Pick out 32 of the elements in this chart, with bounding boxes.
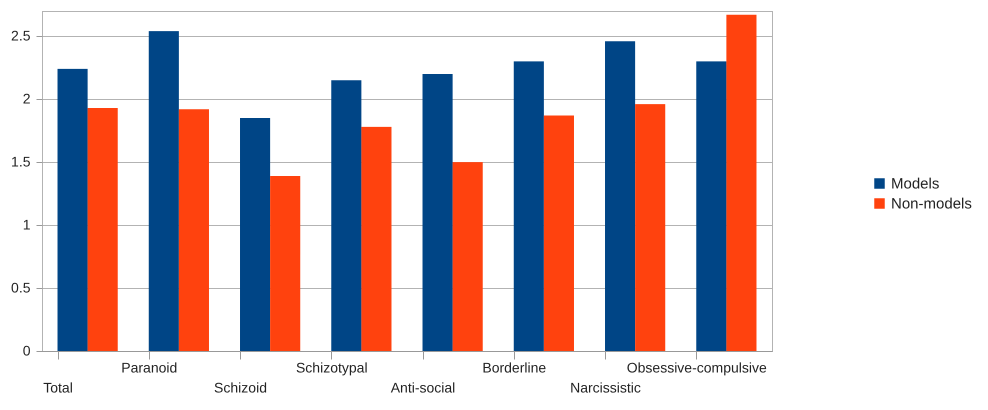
x-tick-label: Narcissistic	[570, 380, 641, 396]
x-tick-label: Borderline	[482, 360, 546, 376]
bar	[331, 80, 362, 351]
bar	[58, 68, 88, 351]
y-tick-label: 2.5	[11, 28, 31, 44]
bar	[422, 74, 453, 351]
bar	[178, 109, 209, 351]
legend-label: Non-models	[891, 196, 972, 212]
legend-label: Models	[891, 176, 940, 192]
bar	[605, 41, 636, 351]
x-tick-label: Schizotypal	[296, 360, 368, 376]
y-tick-label: 1.5	[11, 154, 31, 170]
y-tick-label: 0	[22, 342, 31, 358]
bar	[361, 126, 392, 351]
y-tick-label: 1	[22, 216, 31, 233]
bar	[270, 176, 300, 351]
bar	[696, 61, 726, 351]
y-tick-label: 2	[22, 90, 31, 107]
bar	[240, 118, 270, 351]
bar	[635, 104, 666, 351]
bar	[148, 31, 179, 351]
bar	[514, 61, 544, 351]
bar	[726, 14, 756, 351]
y-tick-label: 0.5	[11, 280, 31, 296]
bar	[452, 162, 483, 351]
bar	[544, 116, 574, 351]
bar	[88, 108, 118, 351]
x-tick-label: Anti-social	[390, 380, 456, 396]
x-tick-label: Total	[43, 380, 73, 396]
x-tick-label: Obsessive-compulsive	[626, 360, 767, 376]
x-tick-label: Paranoid	[121, 360, 178, 376]
x-tick-label: Schizoid	[214, 380, 267, 396]
